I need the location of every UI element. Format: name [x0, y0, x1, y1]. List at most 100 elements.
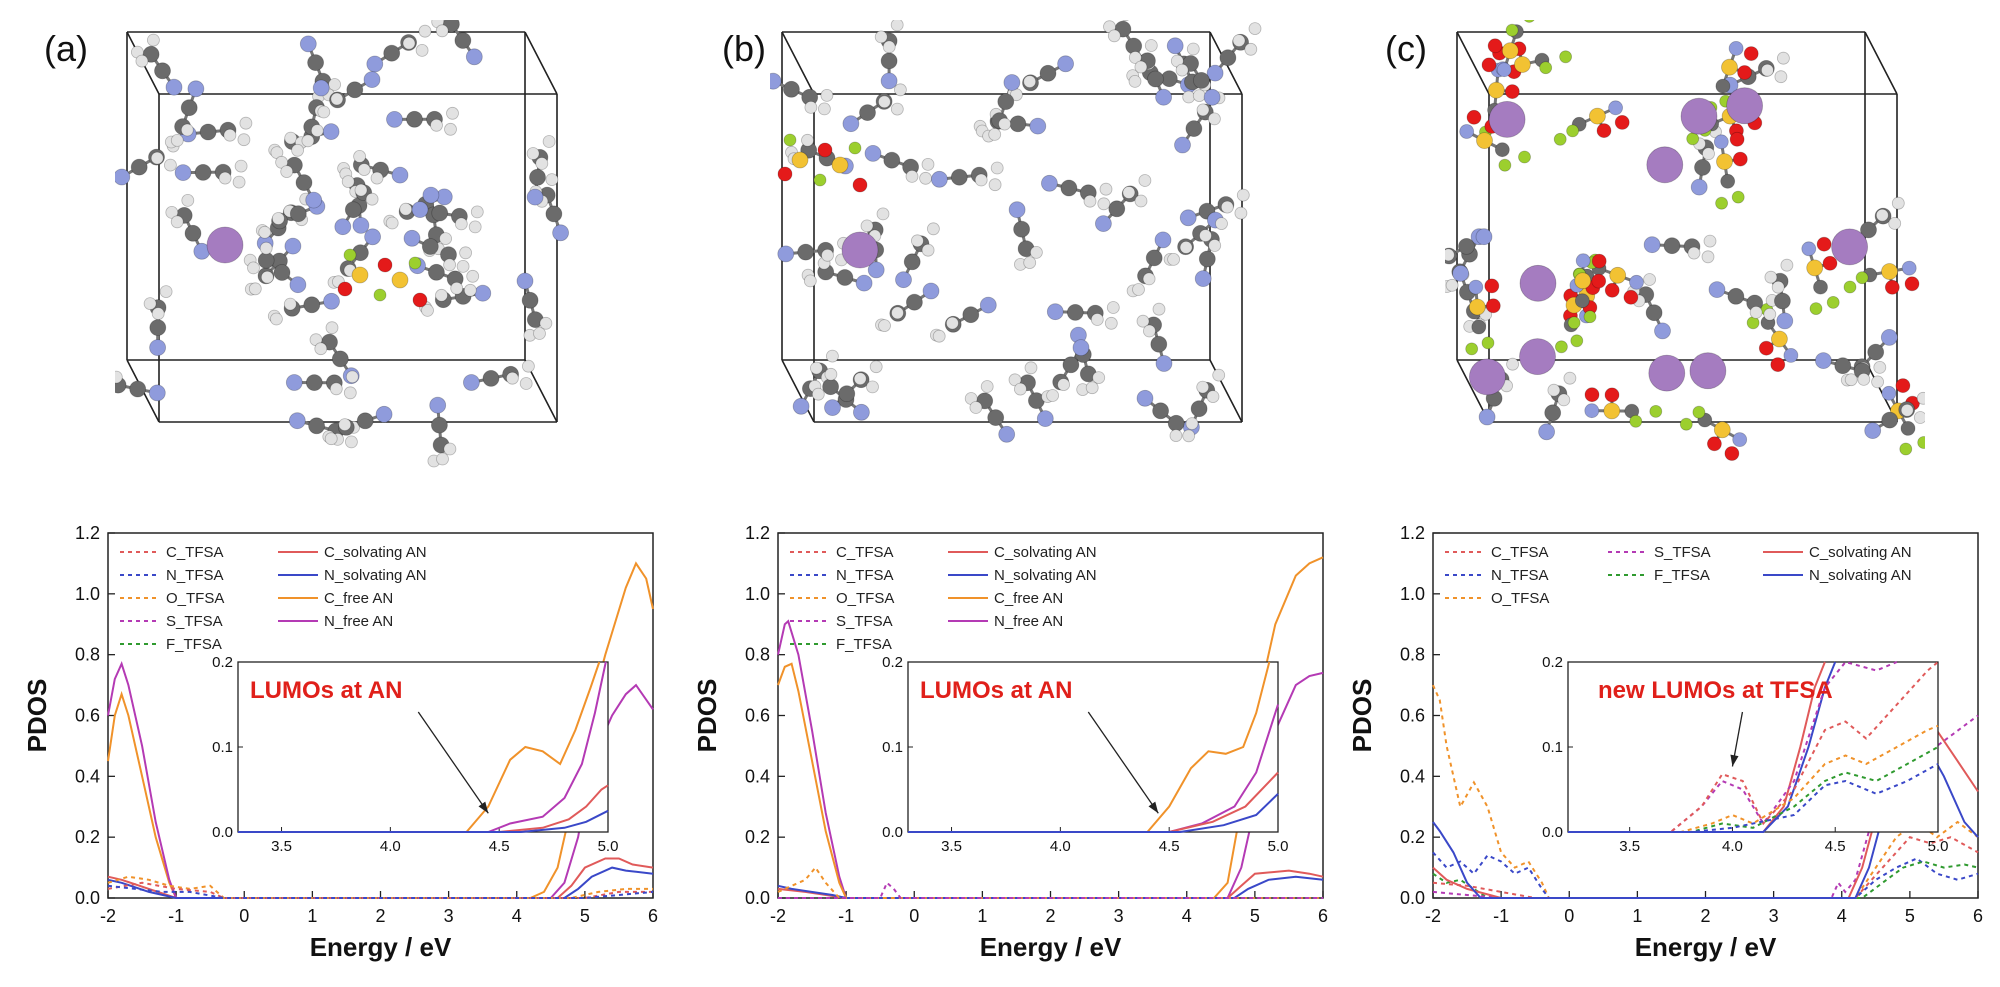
atom	[357, 163, 371, 177]
y-tick-label: 0.4	[745, 766, 770, 786]
atom	[283, 297, 297, 311]
atom	[1152, 302, 1166, 316]
atom	[1679, 417, 1693, 431]
atom	[275, 155, 289, 169]
atom	[1544, 404, 1562, 422]
y-tick-label: 0.6	[745, 706, 770, 726]
atom	[1476, 132, 1493, 149]
atom	[1029, 245, 1043, 259]
atom	[248, 282, 262, 296]
atom	[853, 403, 870, 421]
atom	[344, 201, 362, 219]
x-tick-label: 5	[1250, 906, 1260, 926]
atom	[1895, 378, 1911, 394]
atom	[1609, 266, 1627, 284]
atom	[1891, 196, 1905, 210]
atom	[859, 104, 876, 121]
atom	[880, 52, 898, 70]
atom	[836, 269, 854, 286]
atom	[1538, 423, 1555, 441]
inset-series-line	[238, 661, 601, 833]
atom	[903, 253, 921, 271]
atom	[1094, 215, 1112, 233]
atom	[990, 161, 1004, 175]
atom	[174, 164, 192, 182]
atom	[463, 283, 477, 297]
annotation-arrowhead	[1148, 801, 1159, 814]
atom	[338, 418, 352, 432]
atom	[334, 218, 352, 236]
atom	[1134, 194, 1148, 208]
atom	[1875, 208, 1889, 222]
atom	[194, 163, 212, 181]
legend-label: C_free AN	[994, 590, 1063, 607]
atom	[770, 72, 782, 90]
atom	[1212, 368, 1226, 382]
x-tick-label: 2	[1045, 906, 1055, 926]
x-tick-label: 2	[375, 906, 385, 926]
atom	[1687, 246, 1701, 260]
atom	[1844, 373, 1858, 387]
atom	[542, 135, 556, 148]
atom	[259, 241, 273, 255]
atom	[1182, 429, 1196, 443]
atom	[284, 237, 302, 255]
atom	[1459, 124, 1475, 139]
x-tick-label: 6	[1318, 906, 1328, 926]
atom	[1142, 272, 1156, 286]
atom	[1166, 37, 1184, 55]
atom	[874, 30, 888, 44]
atom	[258, 225, 272, 239]
atom	[468, 220, 482, 234]
atom	[1588, 107, 1606, 125]
atom	[1040, 174, 1058, 192]
lithium-atom	[1680, 97, 1718, 135]
y-tick-label: 0.4	[1400, 766, 1425, 786]
atom	[1206, 390, 1220, 404]
atom	[890, 20, 904, 32]
atom	[375, 405, 393, 423]
atom	[1186, 42, 1200, 56]
atom	[988, 178, 1002, 192]
atom	[415, 43, 429, 57]
atom	[288, 412, 306, 430]
lithium-atom	[1689, 352, 1727, 390]
atom	[822, 378, 839, 396]
lithium-atom	[1519, 264, 1557, 302]
inset-series-line	[238, 661, 607, 833]
atom	[1458, 237, 1475, 255]
y-tick-label: 1.0	[1400, 584, 1425, 604]
atom	[427, 263, 445, 281]
atom	[328, 78, 342, 91]
atom	[295, 174, 313, 192]
atom	[864, 144, 882, 162]
atom	[1801, 241, 1817, 257]
atom	[801, 133, 814, 147]
atom	[1496, 62, 1512, 78]
atom	[363, 71, 381, 88]
atom	[365, 192, 379, 206]
series-line	[107, 875, 653, 899]
legend-label: F_TFSA	[836, 636, 892, 653]
atom	[1023, 256, 1037, 270]
atom	[1198, 250, 1216, 268]
atom	[1713, 134, 1729, 150]
atom	[950, 168, 968, 186]
x-tick-label: -1	[1493, 906, 1509, 926]
x-tick-label: 0	[239, 906, 249, 926]
atom	[1514, 56, 1531, 73]
atom	[853, 372, 867, 386]
legend-label: N_TFSA	[1491, 567, 1549, 584]
atom	[307, 54, 325, 71]
x-tick-label: 4	[512, 906, 522, 926]
atom	[998, 117, 1012, 131]
atom	[346, 81, 364, 99]
atom	[791, 151, 809, 169]
atom	[454, 217, 468, 231]
atom	[421, 238, 439, 255]
atom	[285, 374, 303, 391]
legend-label: C_solvating AN	[994, 544, 1097, 561]
atom	[1743, 46, 1759, 61]
atom	[905, 169, 919, 183]
atom	[1570, 334, 1584, 348]
